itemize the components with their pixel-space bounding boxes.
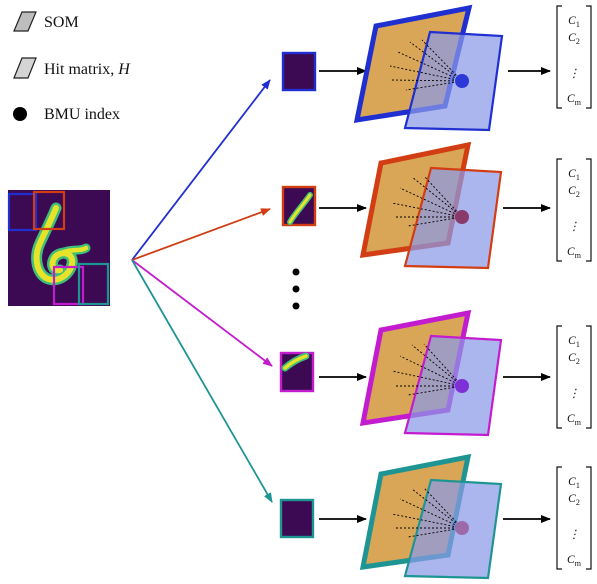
- vector-entry-c2: C2: [568, 352, 580, 366]
- vector-entry-c1: C1: [568, 15, 580, 29]
- vector-left-bracket: [557, 326, 562, 428]
- vector-left-bracket: [557, 6, 562, 108]
- fanout-arrow-red: [132, 209, 270, 260]
- som-legend-label: SOM: [44, 14, 79, 31]
- vector-entry-c2: C2: [568, 32, 580, 46]
- bmu-index-blue: [455, 74, 469, 88]
- branch-blue: [283, 8, 550, 130]
- bmu-index-red: [455, 210, 469, 224]
- vector-vdots: ⋮: [568, 388, 580, 400]
- hit-matrix-legend-label: Hit matrix, H: [44, 61, 131, 78]
- fanout-arrows: [132, 80, 272, 502]
- vector-left-bracket: [557, 467, 562, 569]
- vector-entry-cm: Cm: [567, 413, 582, 427]
- branch-red: [283, 145, 550, 268]
- vector-right-bracket: [586, 326, 591, 428]
- vector-left-bracket: [557, 159, 562, 261]
- output-vector: C1 C2 Cm ⋮: [557, 6, 591, 108]
- som-legend-swatch: [14, 12, 36, 31]
- vector-entry-c1: C1: [568, 335, 580, 349]
- output-vector: C1 C2 Cm ⋮: [557, 467, 591, 569]
- vector-entry-c1: C1: [568, 168, 580, 182]
- output-vector: C1 C2 Cm ⋮: [557, 159, 591, 261]
- bmu-index-teal: [455, 521, 469, 535]
- output-vector: C1 C2 Cm ⋮: [557, 326, 591, 428]
- vector-vdots: ⋮: [568, 68, 580, 80]
- patch-blue: [283, 53, 315, 90]
- vector-entry-c1: C1: [568, 476, 580, 490]
- vector-entry-cm: Cm: [567, 93, 582, 107]
- vector-vdots: ⋮: [568, 221, 580, 233]
- vector-right-bracket: [586, 159, 591, 261]
- fanout-arrow-magenta: [132, 260, 272, 366]
- legend: SOM Hit matrix, H BMU index: [13, 12, 131, 123]
- vector-entry-c2: C2: [568, 185, 580, 199]
- fanout-arrow-teal: [132, 260, 272, 502]
- patch-teal: [281, 500, 313, 537]
- vector-entry-cm: Cm: [567, 246, 582, 260]
- vector-entry-c2: C2: [568, 493, 580, 507]
- vector-right-bracket: [586, 6, 591, 108]
- vector-entry-cm: Cm: [567, 554, 582, 568]
- fanout-arrow-blue: [132, 80, 270, 260]
- input-digit-image: [8, 190, 110, 306]
- branch-teal: [281, 457, 550, 578]
- bmu-index-magenta: [455, 379, 469, 393]
- bmu-legend-dot: [13, 107, 27, 121]
- vector-vdots: ⋮: [568, 529, 580, 541]
- ellipsis-dots: [293, 269, 300, 310]
- vector-right-bracket: [586, 467, 591, 569]
- hit-matrix-legend-swatch: [14, 58, 36, 78]
- bmu-legend-label: BMU index: [44, 106, 120, 123]
- branch-magenta: [281, 313, 550, 435]
- output-vectors: C1 C2 Cm ⋮ C1 C2 Cm ⋮ C1 C2 Cm ⋮ C1 C2 Cm ⋮: [557, 6, 591, 569]
